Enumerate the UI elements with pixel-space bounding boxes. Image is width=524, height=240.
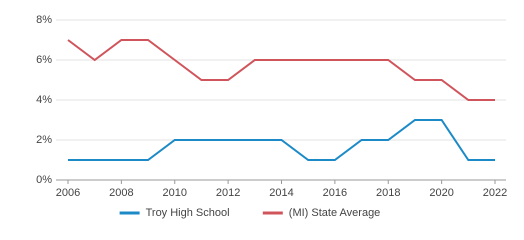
series-line [67, 39, 495, 101]
x-tick-label: 2006 [56, 187, 80, 199]
page: 0% 2% 4% 6% 8% 2006 2008 2010 2012 2014 2016 2018 20… [36, 13, 508, 219]
x-tick-label: 2018 [376, 187, 400, 199]
x-tick-label: 2020 [429, 187, 453, 199]
legend-label: Troy High School [146, 207, 230, 219]
chart: 0% 2% 4% 6% 8% 2006 2008 2010 2012 2014 2016 2018 20… [36, 14, 507, 219]
y-tick-label: 0% [36, 174, 52, 186]
x-tick-label: 2022 [483, 187, 507, 199]
x-tick-label: 2014 [269, 187, 293, 199]
x-tick-label: 2016 [323, 187, 347, 199]
y-tick-label: 2% [36, 134, 52, 146]
series-line [68, 119, 495, 161]
x-tick-label: 2012 [216, 187, 240, 199]
y-tick-label: 8% [36, 14, 52, 26]
y-tick-label: 6% [36, 54, 52, 66]
x-tick-label: 2010 [163, 187, 187, 199]
x-tick-label: 2008 [109, 187, 133, 199]
legend-label: (MI) State Average [289, 207, 381, 219]
y-tick-label: 4% [36, 94, 52, 106]
